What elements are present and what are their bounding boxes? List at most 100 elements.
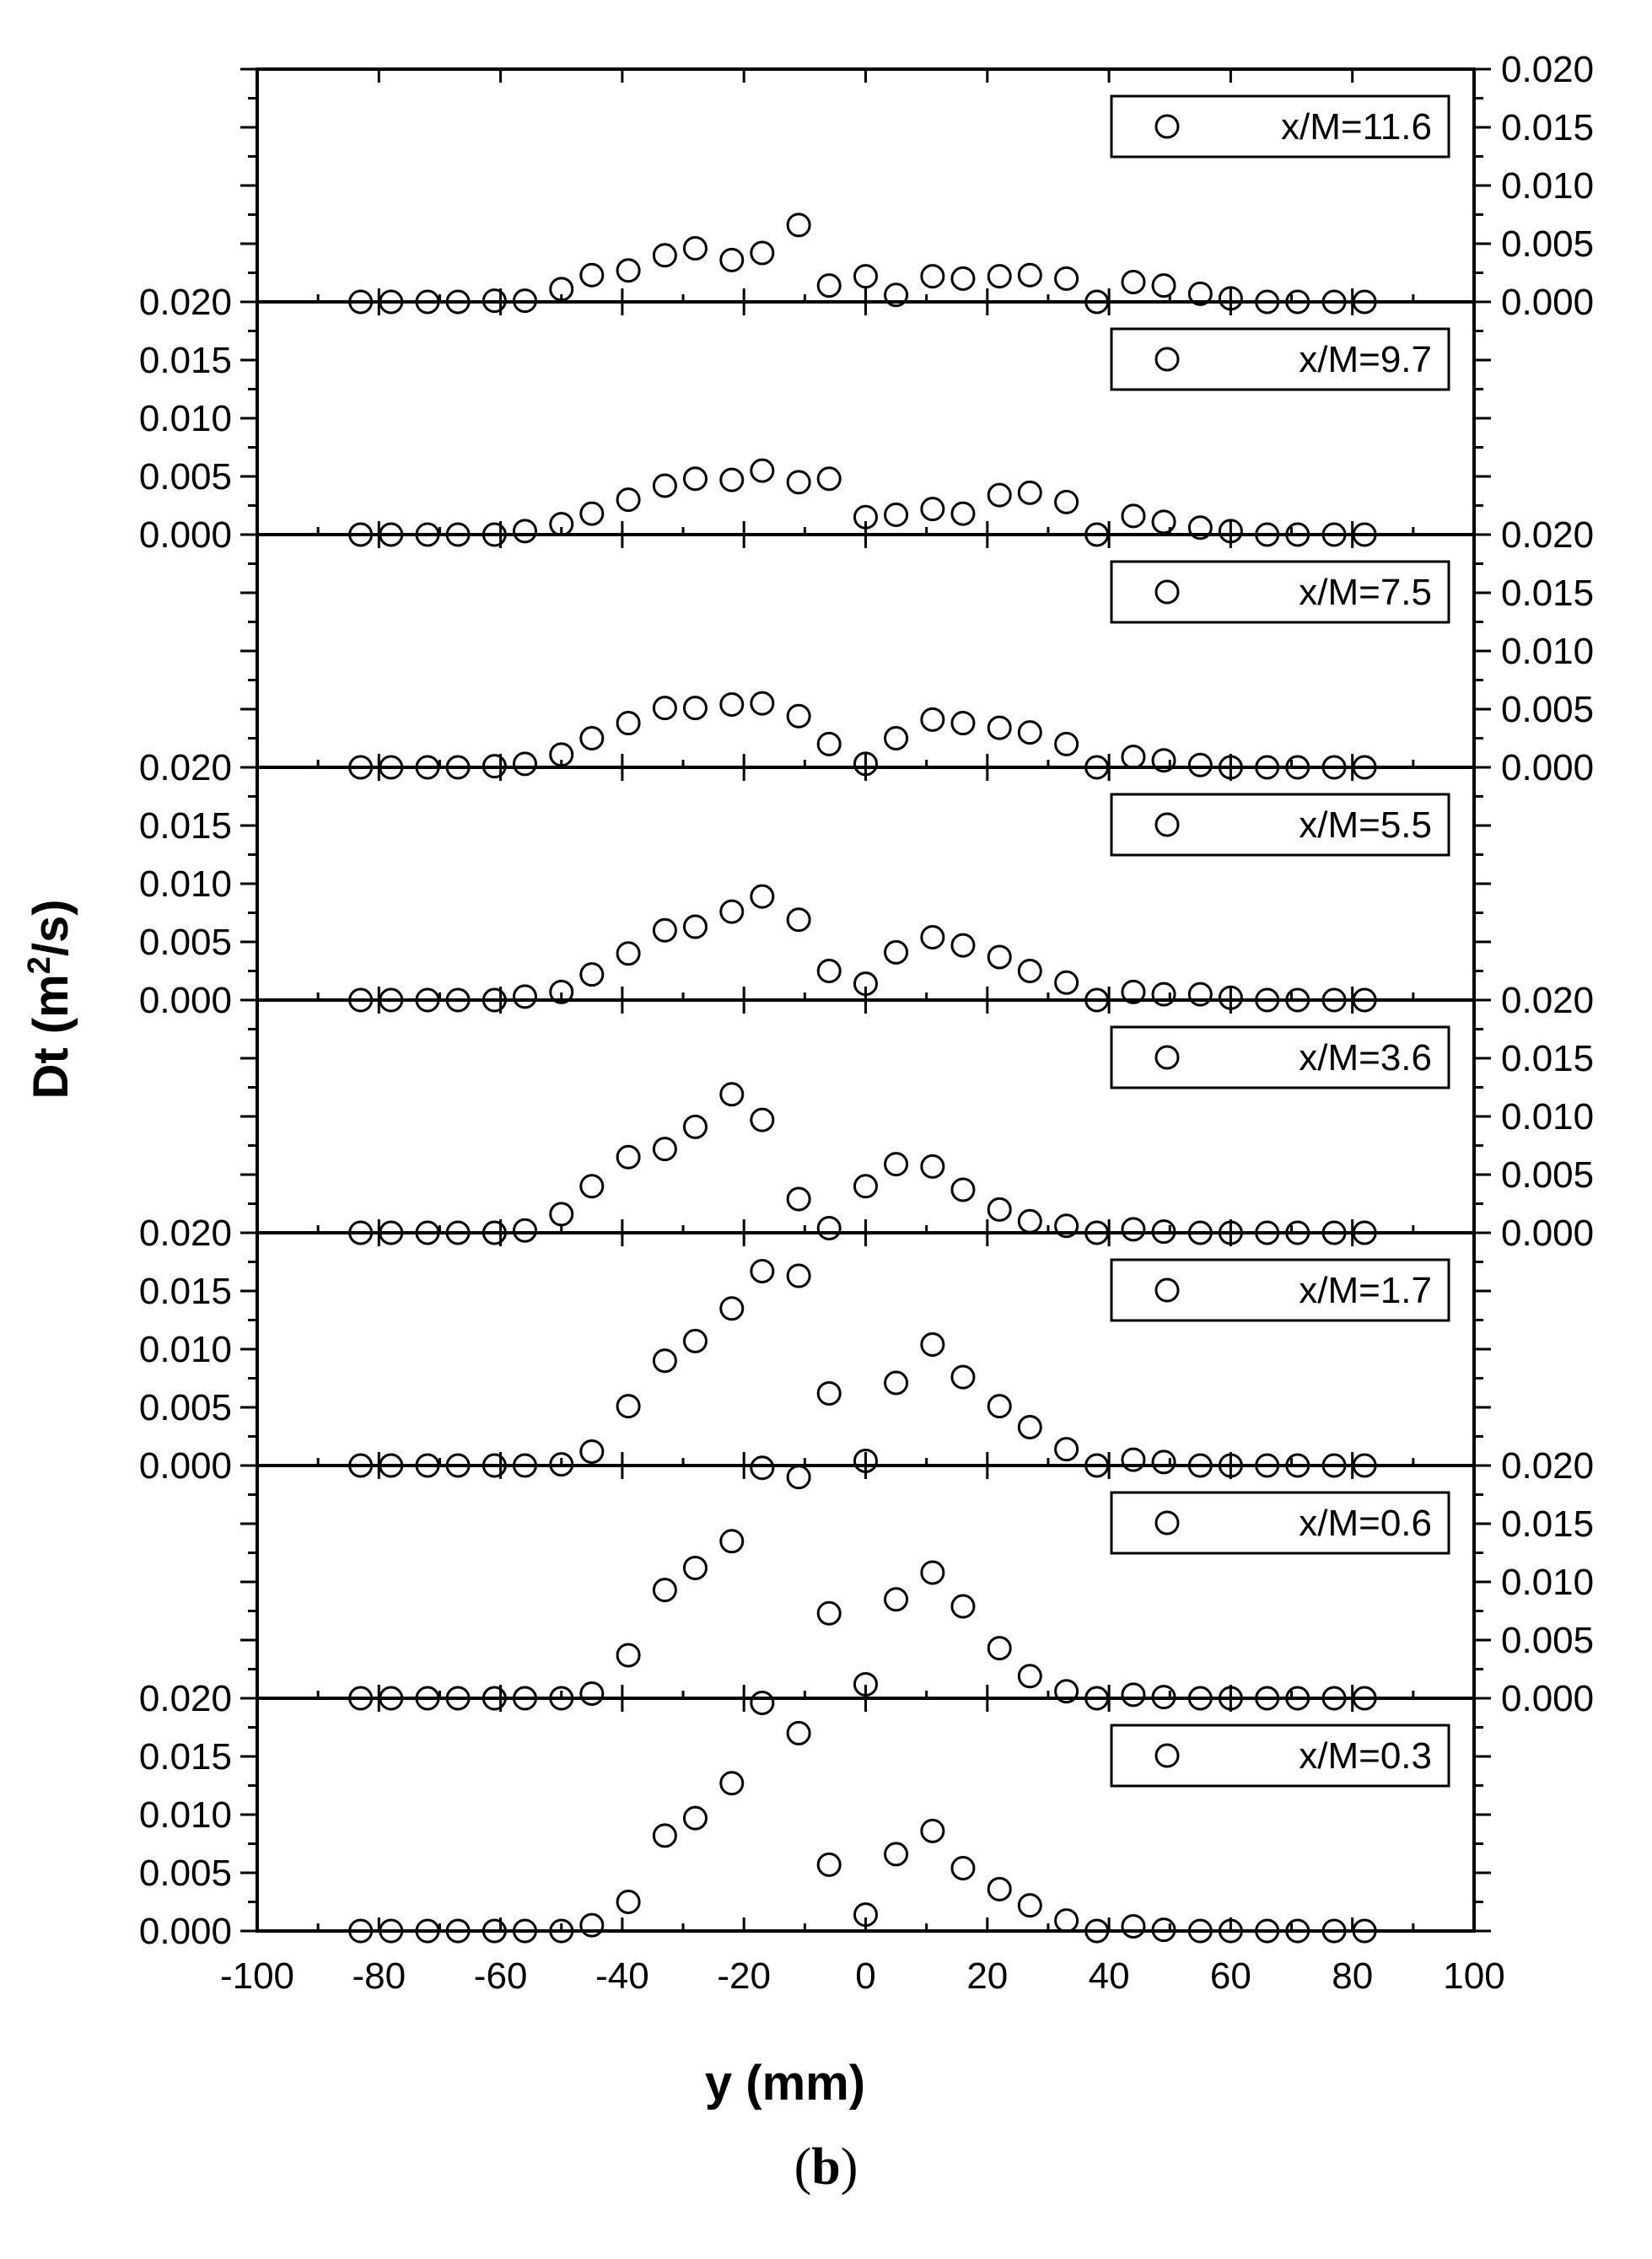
legend-box — [1110, 94, 1450, 159]
data-point — [750, 240, 775, 266]
data-point — [920, 1331, 945, 1357]
data-point — [987, 1197, 1012, 1222]
y-tick-label-left: 0.000 — [139, 514, 232, 556]
data-point — [682, 236, 708, 261]
data-point — [579, 1174, 605, 1199]
x-tick-label: -80 — [352, 1955, 406, 1997]
data-point — [853, 1671, 878, 1697]
data-point — [1121, 1217, 1146, 1242]
data-point — [884, 1842, 909, 1867]
y-tick-label-left: 0.010 — [139, 863, 232, 905]
y-tick-label-left: 0.010 — [139, 1794, 232, 1836]
data-point — [950, 1855, 976, 1880]
y-tick-label-left: 0.015 — [139, 340, 232, 381]
data-point — [579, 726, 605, 750]
data-point — [750, 691, 775, 716]
data-point — [920, 707, 945, 732]
x-axis-title: y (mm) — [705, 2056, 865, 2111]
data-point — [786, 1186, 811, 1212]
data-point — [512, 1218, 537, 1243]
x-tick-label: -60 — [474, 1955, 528, 1997]
data-point — [549, 979, 574, 1004]
x-tick-label: -100 — [220, 1955, 294, 1997]
legend-label: x/M=0.6 — [1299, 1503, 1432, 1544]
data-point — [512, 751, 537, 777]
data-point — [512, 519, 537, 544]
data-point — [1017, 720, 1042, 745]
caption-letter: b — [811, 2138, 841, 2196]
data-point — [1187, 1918, 1213, 1944]
data-point — [652, 1823, 677, 1848]
panel: 0.000 0.005 0.010 0.015 0.020 x/M=7.5 — [240, 514, 1594, 788]
data-point — [1255, 1918, 1280, 1944]
data-point — [1151, 1450, 1176, 1475]
y-tick-label-left: 0.020 — [139, 1678, 232, 1719]
data-point — [884, 726, 909, 750]
data-point — [1121, 979, 1146, 1004]
y-tick-label-right: 0.005 — [1501, 1154, 1594, 1196]
y-tick-label-right: 0.005 — [1501, 689, 1594, 730]
data-point — [1151, 982, 1176, 1007]
legend-box — [1110, 1491, 1450, 1555]
data-point — [652, 917, 677, 943]
data-point — [719, 1296, 745, 1321]
legend-marker — [1154, 812, 1180, 837]
data-point — [950, 266, 976, 291]
data-point — [1321, 1918, 1347, 1944]
y-tick-label-right: 0.015 — [1501, 573, 1594, 614]
data-point — [682, 696, 708, 721]
legend-box — [1110, 560, 1450, 624]
data-point — [652, 696, 677, 721]
data-point — [950, 1177, 976, 1202]
data-point — [1187, 752, 1213, 777]
y-tick-label-right: 0.000 — [1501, 747, 1594, 788]
data-point — [1121, 1447, 1146, 1472]
data-point — [1017, 1893, 1042, 1918]
data-point — [1151, 509, 1176, 535]
data-point — [719, 1082, 745, 1107]
data-point — [549, 1202, 574, 1227]
y-tick-label-left: 0.005 — [139, 922, 232, 963]
legend-marker — [1154, 579, 1180, 605]
data-point — [719, 467, 745, 492]
data-point — [652, 1137, 677, 1162]
data-point — [1017, 1414, 1042, 1439]
y-tick-label-right: 0.010 — [1501, 1562, 1594, 1603]
y-tick-label-left: 0.020 — [139, 1213, 232, 1254]
data-point — [1151, 748, 1176, 773]
data-point — [884, 1370, 909, 1396]
data-point — [1121, 745, 1146, 770]
panel: 0.000 0.005 0.010 0.015 0.020 x/M=9.7 — [139, 282, 1491, 556]
y-tick-label-left: 0.005 — [139, 456, 232, 498]
data-point — [1121, 270, 1146, 295]
x-tick-label: 100 — [1443, 1955, 1504, 1997]
data-point — [750, 1691, 775, 1716]
x-tick-label: 80 — [1332, 1955, 1373, 1997]
data-point — [1121, 1682, 1146, 1708]
legend-marker — [1154, 347, 1180, 372]
data-point — [579, 501, 605, 526]
data-point — [920, 1560, 945, 1585]
legend-label: x/M=11.6 — [1281, 106, 1432, 148]
data-point — [549, 277, 574, 302]
y-tick-label-right: 0.010 — [1501, 1096, 1594, 1138]
data-point — [853, 1174, 878, 1199]
y-tick-label-right: 0.000 — [1501, 1678, 1594, 1719]
panel: 0.000 0.005 0.010 0.015 0.020 x/M=0.3 — [139, 1678, 1491, 1952]
data-point — [884, 282, 909, 308]
data-point — [987, 1636, 1012, 1661]
data-point — [816, 1215, 842, 1240]
y-axis-title-tail: /s) — [24, 899, 78, 956]
data-point — [750, 884, 775, 909]
legend-label: x/M=3.6 — [1299, 1037, 1432, 1078]
data-point — [816, 1380, 842, 1406]
data-point — [1017, 480, 1042, 505]
y-tick-label-right: 0.015 — [1501, 1503, 1594, 1545]
legend-marker — [1154, 1277, 1180, 1303]
data-point — [379, 1918, 404, 1944]
y-tick-label-left: 0.010 — [139, 398, 232, 439]
data-point — [1054, 489, 1079, 514]
data-point — [950, 933, 976, 958]
data-point — [1054, 1679, 1079, 1704]
data-point — [652, 1578, 677, 1603]
